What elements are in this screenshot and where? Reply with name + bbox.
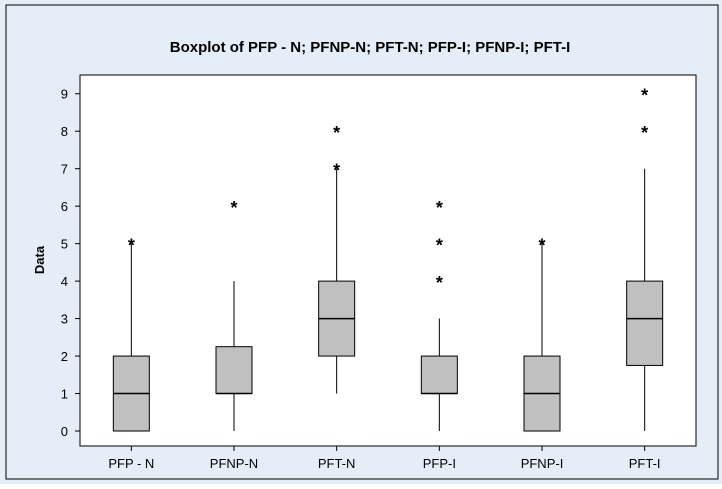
outlier-point: * xyxy=(333,123,340,143)
y-tick-label: 0 xyxy=(61,424,68,439)
x-tick-label: PFP - N xyxy=(108,456,154,471)
box-5: * xyxy=(523,236,561,432)
y-tick-label: 7 xyxy=(61,162,68,177)
outlier-point: * xyxy=(641,86,648,106)
y-tick-label: 2 xyxy=(61,349,68,364)
y-axis: 0 1 2 3 4 5 6 7 8 9 xyxy=(61,87,80,439)
outlier-point: * xyxy=(436,198,443,218)
box-body xyxy=(626,280,664,366)
outlier-point: * xyxy=(436,273,443,293)
box-6: ** xyxy=(626,86,664,432)
y-tick-label: 6 xyxy=(61,199,68,214)
box-1: * xyxy=(112,236,150,432)
box-3: ** xyxy=(318,123,356,394)
y-tick-label: 3 xyxy=(61,312,68,327)
y-tick-label: 4 xyxy=(61,274,68,289)
y-tick-label: 8 xyxy=(61,124,68,139)
x-axis: PFP - N PFNP-N PFT-N PFP-I PFNP-I PFT-I xyxy=(108,446,661,471)
y-tick-label: 9 xyxy=(61,87,68,102)
outlier-point: * xyxy=(641,123,648,143)
y-tick-label: 5 xyxy=(61,237,68,252)
outlier-point: * xyxy=(128,236,135,256)
figure-border xyxy=(5,4,719,480)
box-series: ********** xyxy=(112,86,664,432)
box-2: * xyxy=(215,198,253,432)
outlier-point: * xyxy=(538,236,545,256)
y-tick-label: 1 xyxy=(61,387,68,402)
x-tick-label: PFT-N xyxy=(318,456,356,471)
outlier-point: * xyxy=(230,198,237,218)
box-body xyxy=(420,355,458,395)
x-tick-label: PFNP-I xyxy=(521,456,564,471)
outlier-point: * xyxy=(333,161,340,181)
x-tick-label: PFNP-N xyxy=(210,456,258,471)
y-axis-label: Data xyxy=(32,245,47,274)
plot-area xyxy=(79,74,697,447)
chart-title: Boxplot of PFP - N; PFNP-N; PFT-N; PFP-I… xyxy=(170,39,571,56)
box-body xyxy=(215,346,253,395)
outlier-point: * xyxy=(436,236,443,256)
x-tick-label: PFT-I xyxy=(629,456,661,471)
box-4: * * * xyxy=(420,198,458,432)
x-tick-label: PFP-I xyxy=(423,456,456,471)
